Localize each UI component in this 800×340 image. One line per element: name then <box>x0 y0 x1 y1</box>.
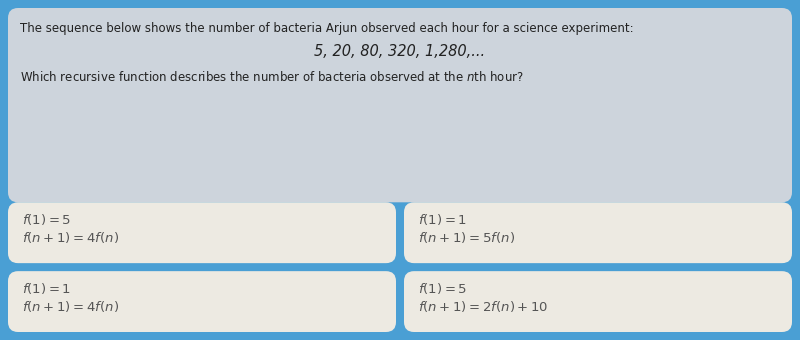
Text: Which recursive function describes the number of bacteria observed at the $n$th : Which recursive function describes the n… <box>20 70 524 84</box>
FancyBboxPatch shape <box>404 202 792 263</box>
Text: $f(1) = 1$: $f(1) = 1$ <box>418 212 467 227</box>
Text: $f(n+1) = 5f(n)$: $f(n+1) = 5f(n)$ <box>418 230 515 245</box>
FancyBboxPatch shape <box>8 271 396 332</box>
Text: $f(1) = 5$: $f(1) = 5$ <box>418 281 467 296</box>
Text: 5, 20, 80, 320, 1,280,...: 5, 20, 80, 320, 1,280,... <box>314 44 486 59</box>
Text: The sequence below shows the number of bacteria Arjun observed each hour for a s: The sequence below shows the number of b… <box>20 22 634 35</box>
Text: $f(1) = 1$: $f(1) = 1$ <box>22 281 71 296</box>
Text: $f(n+1) = 2f(n) + 10$: $f(n+1) = 2f(n) + 10$ <box>418 299 548 314</box>
FancyBboxPatch shape <box>404 271 792 332</box>
Text: $f(n+1) = 4f(n)$: $f(n+1) = 4f(n)$ <box>22 230 119 245</box>
FancyBboxPatch shape <box>8 8 792 202</box>
Text: $f(n+1) = 4f(n)$: $f(n+1) = 4f(n)$ <box>22 299 119 314</box>
Text: $f(1) = 5$: $f(1) = 5$ <box>22 212 71 227</box>
FancyBboxPatch shape <box>8 202 396 263</box>
